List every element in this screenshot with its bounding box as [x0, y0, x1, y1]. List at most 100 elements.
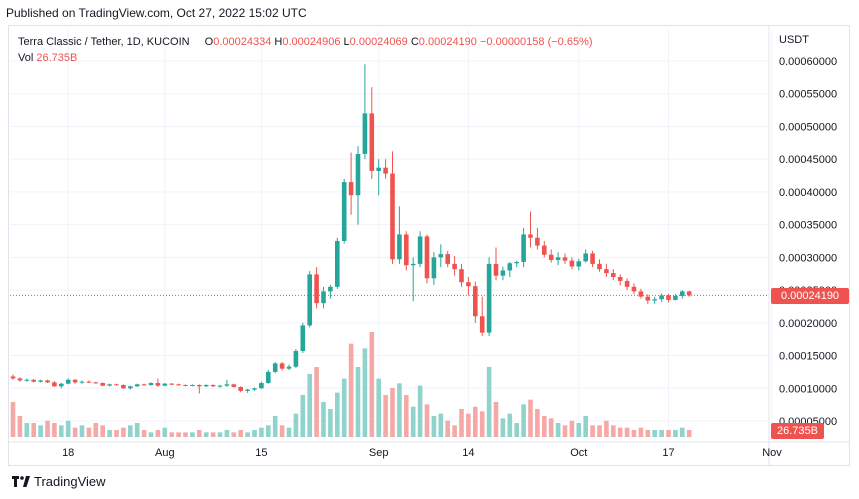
candle-body [597, 263, 602, 270]
x-tick-label: 14 [462, 447, 474, 459]
volume-bar [686, 430, 692, 437]
candle-body [369, 113, 375, 171]
low-label: L [343, 36, 350, 48]
currency-label: USDT [779, 34, 809, 46]
candle-body [652, 299, 657, 301]
volume-bar [652, 430, 657, 437]
volume-bar [376, 378, 381, 437]
volume-bar [314, 367, 319, 437]
candle-body [576, 261, 582, 267]
volume-bar [231, 432, 237, 437]
volume-bar [38, 425, 43, 437]
last-volume-tag: 26.735B [771, 423, 824, 439]
volume-bar [645, 430, 651, 437]
volume-bar [452, 425, 457, 437]
volume-bar [52, 423, 57, 437]
x-tick-label: 15 [255, 447, 267, 459]
open-value: 0.00024334 [213, 36, 272, 48]
candle-body [59, 383, 64, 387]
time-axis: 18 Aug 15 Sep 14 Oct 17 Nov [62, 447, 782, 459]
candle-body [52, 382, 57, 387]
candle-body [72, 379, 78, 383]
volume-bar [431, 416, 437, 437]
candle-body [307, 274, 312, 326]
candle-body [210, 385, 216, 387]
volume-bar [590, 425, 595, 437]
volume-label: Vol [18, 52, 34, 64]
candle-body [79, 381, 85, 383]
y-tick-label: 0.00040000 [779, 187, 837, 199]
low-value: 0.00024069 [349, 36, 408, 48]
candle-body [272, 363, 278, 372]
volume-bar [259, 427, 264, 437]
volume-bar [162, 427, 168, 437]
candles [10, 64, 692, 394]
candle-body [31, 379, 36, 382]
candle-body [431, 257, 437, 279]
volume-bar [24, 423, 30, 437]
candle-body [638, 291, 644, 297]
volume-bar [473, 406, 478, 437]
candle-body [169, 383, 174, 385]
y-tick-label: 0.00020000 [779, 318, 837, 330]
candle-body [176, 384, 181, 386]
chart-legend: Terra Classic / Tether, 1D, KUCOIN O0.00… [18, 36, 593, 48]
candle-body [24, 379, 30, 381]
volume-bar [569, 420, 575, 437]
volume-bar [624, 427, 630, 437]
volume-bar [31, 423, 36, 437]
volume-bar [417, 385, 423, 437]
volume-bar [93, 423, 99, 437]
volume-bar [203, 432, 209, 437]
x-tick-label: 17 [662, 447, 674, 459]
candle-body [479, 316, 485, 333]
candle-body [162, 383, 168, 386]
volume-bar [217, 432, 223, 437]
candle-body [128, 386, 133, 389]
volume-bar [562, 425, 568, 437]
volume-bar [369, 332, 375, 437]
volume-bar [72, 427, 78, 437]
y-tick-label: 0.00010000 [779, 383, 837, 395]
y-tick-label: 0.00030000 [779, 252, 837, 264]
candle-body [231, 384, 237, 387]
volume-bar [542, 416, 547, 437]
candle-body [266, 371, 271, 384]
volume-bar [597, 425, 602, 437]
candle-body [245, 389, 250, 391]
volume-bar [134, 423, 140, 437]
volume-bar [638, 427, 644, 437]
candle-body [38, 380, 43, 382]
volume-bar [404, 395, 409, 437]
footer-brand[interactable]: TradingView [12, 474, 106, 489]
candle-body [10, 376, 16, 379]
volume-bar [555, 423, 561, 437]
volume-bar [272, 416, 278, 437]
volume-bar [252, 430, 257, 437]
candle-body [397, 234, 402, 260]
candle-body [17, 378, 23, 381]
candle-body [535, 237, 540, 246]
volume-bar [155, 430, 161, 437]
volume-bar [500, 418, 506, 437]
volume-bar [507, 413, 513, 437]
tradingview-logo-icon [12, 475, 30, 488]
volume-bar [183, 432, 188, 437]
volume-value: 26.735B [36, 52, 78, 64]
candle-body [390, 173, 395, 260]
candle-body [190, 385, 195, 386]
volume-bar [266, 425, 271, 437]
candle-body [631, 286, 637, 292]
candle-body [217, 385, 223, 387]
candle-body [473, 286, 478, 317]
candle-body [252, 388, 257, 390]
candle-body [521, 234, 526, 262]
candle-body [183, 385, 188, 386]
candle-body [548, 254, 554, 260]
volume-bar [141, 430, 147, 437]
y-tick-label: 0.00045000 [779, 154, 837, 166]
candle-body [45, 380, 50, 383]
footer-brand-label: TradingView [34, 474, 106, 489]
volume-bar [79, 425, 85, 437]
